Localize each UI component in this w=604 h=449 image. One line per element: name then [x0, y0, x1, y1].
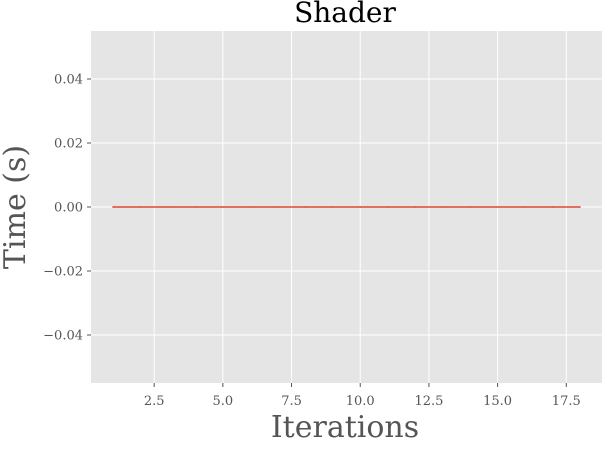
- data-point: [469, 206, 471, 208]
- x-tick-label: 5.0: [213, 394, 234, 409]
- x-axis-label: Iterations: [271, 410, 419, 444]
- x-axis-ticks: 2.5 5.0 7.5 10.0 12.5 15.0 17.5: [144, 383, 581, 409]
- data-point: [304, 206, 307, 208]
- y-tick-label: 0.04: [54, 73, 83, 88]
- data-point: [167, 206, 169, 208]
- x-tick-label: 12.5: [414, 394, 443, 409]
- data-point: [496, 206, 499, 208]
- data-point: [249, 206, 252, 208]
- y-tick-label: 0.00: [54, 201, 83, 216]
- data-point: [222, 206, 224, 208]
- data-point: [386, 206, 389, 208]
- series-group: [112, 206, 581, 208]
- y-tick-label: −0.02: [43, 265, 83, 280]
- y-axis-ticks: 0.04 0.02 0.00 −0.02 −0.04: [43, 73, 91, 344]
- x-tick-label: 10.0: [346, 394, 375, 409]
- data-point: [112, 206, 114, 208]
- y-tick-label: 0.02: [54, 137, 83, 152]
- data-point: [194, 206, 197, 208]
- data-point: [331, 206, 334, 208]
- y-tick-label: −0.04: [43, 329, 83, 344]
- data-point: [524, 206, 526, 208]
- x-tick-label: 2.5: [144, 394, 165, 409]
- data-point: [441, 206, 444, 208]
- data-point: [414, 206, 416, 208]
- x-tick-label: 7.5: [281, 394, 302, 409]
- x-tick-label: 15.0: [483, 394, 512, 409]
- data-point: [359, 206, 362, 208]
- data-point: [277, 206, 279, 208]
- data-point: [551, 206, 554, 208]
- y-axis-label: Time (s): [0, 145, 33, 269]
- chart-title: Shader: [294, 0, 396, 29]
- data-point: [139, 206, 142, 208]
- x-tick-label: 17.5: [552, 394, 581, 409]
- data-point: [579, 206, 581, 208]
